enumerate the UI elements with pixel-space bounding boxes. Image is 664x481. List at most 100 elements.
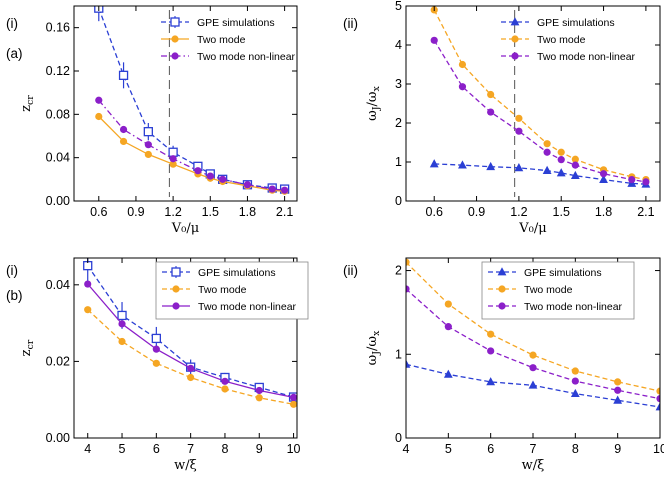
legend: GPE simulations Two mode Two mode non-line…: [481, 261, 635, 320]
legend-marker: [510, 17, 520, 26]
y-tick-label: 0.00: [46, 431, 70, 445]
y-axis-label: zcr: [19, 339, 36, 356]
x-tick-label: 4: [84, 442, 91, 456]
data-point: [152, 359, 160, 367]
data-point: [614, 386, 622, 394]
x-tick-label: 7: [187, 442, 194, 456]
x-tick-label: 6: [487, 442, 494, 456]
x-tick-label: 0.6: [426, 205, 443, 219]
data-point: [458, 160, 467, 169]
data-point: [430, 36, 438, 44]
data-point: [487, 90, 495, 99]
data-point: [570, 388, 580, 398]
data-point: [628, 175, 636, 184]
data-point: [656, 387, 660, 395]
data-point: [557, 156, 565, 164]
legend-label: Two mode: [197, 34, 246, 46]
legend-label: Two mode: [524, 284, 573, 296]
x-tick-label: 1.8: [239, 205, 256, 219]
legend-marker: [498, 285, 506, 293]
data-point: [289, 400, 297, 408]
data-point: [514, 163, 524, 172]
y-tick-label: 0.08: [46, 107, 70, 121]
data-point: [570, 170, 580, 180]
y-tick-label: 2: [395, 264, 402, 278]
legend-marker: [170, 17, 180, 27]
data-point: [656, 395, 660, 403]
data-point: [571, 161, 579, 169]
x-tick-label: 10: [287, 442, 301, 456]
y-tick-label: 0.00: [46, 194, 70, 208]
y-tick-label: 0.12: [46, 64, 70, 78]
plot-frame: [73, 5, 298, 202]
panel-label: (ii): [343, 16, 358, 31]
x-tick-label: 0.6: [90, 205, 107, 219]
data-point: [221, 385, 229, 393]
data-point: [119, 125, 128, 134]
legend-marker: [511, 35, 519, 43]
data-point: [655, 402, 660, 411]
data-point: [444, 323, 452, 331]
legend-label: Two mode non-linear: [537, 51, 636, 63]
x-tick-label: 8: [572, 442, 579, 456]
data-point: [529, 351, 537, 359]
x-tick-label: 10: [653, 442, 664, 456]
series-line: [433, 39, 647, 183]
data-point: [151, 333, 161, 344]
row-label: (a): [6, 46, 23, 61]
series-line: [434, 163, 646, 185]
plot-frame: [405, 5, 661, 202]
data-point: [255, 386, 263, 395]
y-axis-label: zcr: [19, 95, 36, 112]
data-point: [119, 137, 128, 146]
plot-frame: [73, 257, 298, 439]
data-point: [599, 170, 608, 178]
data-point: [487, 347, 495, 355]
x-tick-label: 5: [445, 442, 452, 456]
data-point: [487, 108, 495, 116]
data-point: [95, 112, 103, 121]
y-tick-label: 0.02: [46, 354, 70, 368]
x-axis-label: V₀/μ: [171, 221, 199, 236]
data-point: [152, 345, 160, 353]
legend-marker: [171, 267, 181, 277]
data-point: [84, 280, 92, 288]
x-tick-label: 7: [530, 442, 537, 456]
data-point: [118, 70, 129, 80]
x-tick-label: 9: [256, 442, 263, 456]
legend-label: Two mode non-linear: [198, 301, 297, 313]
data-point: [571, 367, 579, 375]
y-tick-label: 5: [395, 0, 402, 13]
data-point: [642, 178, 650, 186]
x-tick-label: 1.2: [164, 205, 181, 219]
x-tick-label: 5: [119, 442, 126, 456]
panel-label: (ii): [343, 263, 358, 278]
x-tick-label: 2.1: [637, 205, 654, 219]
x-tick-label: 4: [403, 442, 410, 456]
row-label: (b): [6, 288, 23, 303]
x-tick-label: 8: [221, 442, 228, 456]
x-tick-label: 9: [614, 442, 621, 456]
data-point: [528, 380, 538, 389]
data-point: [486, 161, 496, 171]
data-point: [169, 155, 177, 163]
y-tick-label: 0.04: [46, 278, 70, 292]
legend-label: GPE simulations: [198, 267, 276, 279]
data-point: [487, 330, 495, 338]
data-point: [289, 393, 297, 402]
legend: GPE simulations Two mode Two mode non-line…: [161, 16, 296, 63]
x-tick-label: 1.2: [510, 205, 527, 219]
data-point: [144, 141, 152, 149]
x-axis-label: w/ξ: [174, 458, 197, 473]
legend-marker: [172, 285, 180, 293]
chart-panel-2: 0.6 0.9 1.2 1.5 1.8 2.1 0 1 2 3 4 5 V₀/μ ωJ/ωx (ii) GPE…: [343, 0, 661, 236]
data-point: [613, 395, 623, 404]
y-tick-label: 2: [395, 116, 402, 130]
data-point: [255, 394, 263, 402]
legend-marker: [511, 52, 519, 60]
data-point: [143, 127, 153, 137]
data-point: [187, 364, 195, 372]
data-point: [95, 96, 103, 104]
data-point: [458, 60, 467, 69]
